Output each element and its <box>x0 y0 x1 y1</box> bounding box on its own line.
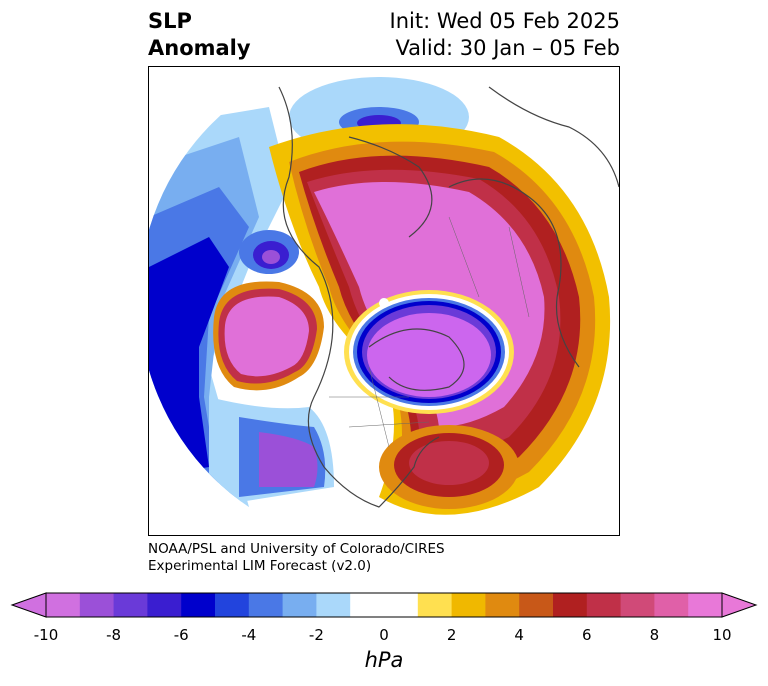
colorbar-tick-label: -8 <box>106 626 122 644</box>
map-title: SLP Anomaly <box>148 8 251 62</box>
colorbar-outline <box>45 592 723 618</box>
colorbar-segment <box>553 593 588 617</box>
forecast-dates: Init: Wed 05 Feb 2025 Valid: 30 Jan – 05… <box>390 8 620 62</box>
colorbar-segment <box>654 593 689 617</box>
colorbar-segment <box>519 593 554 617</box>
colorbar-tick-label: 8 <box>649 626 660 644</box>
colorbar-segment <box>688 593 723 617</box>
colorbar-tick-label: 0 <box>379 626 389 644</box>
colorbar-segment <box>248 593 284 617</box>
valid-range: Valid: 30 Jan – 05 Feb <box>395 36 620 60</box>
colorbar-tick-label: 6 <box>582 626 592 644</box>
colorbar-segment <box>451 593 486 617</box>
colorbar-tick-label: 4 <box>514 626 524 644</box>
title-line-2: Anomaly <box>148 36 251 60</box>
credit-line-2: Experimental LIM Forecast (v2.0) <box>148 558 372 574</box>
colorbar-segment <box>586 593 622 617</box>
colorbar-segment <box>316 593 351 617</box>
init-date: Init: Wed 05 Feb 2025 <box>389 9 620 33</box>
colorbar-segment <box>350 593 385 617</box>
colorbar-extend-min <box>10 592 47 618</box>
credit-line-1: NOAA/PSL and University of Colorado/CIRE… <box>148 541 445 557</box>
colorbar-segment <box>417 593 453 617</box>
colorbar-segment <box>215 593 250 617</box>
colorbar-tick-label: -6 <box>173 626 189 644</box>
colorbar-segment <box>46 593 81 617</box>
colorbar-segment <box>113 593 148 617</box>
anomaly-map <box>149 67 619 535</box>
colorbar-tick-label: 10 <box>712 626 732 644</box>
colorbar-tick-label: -10 <box>33 626 59 644</box>
credit-text: NOAA/PSL and University of Colorado/CIRE… <box>148 541 445 575</box>
colorbar-tick-label: -4 <box>241 626 257 644</box>
borders <box>329 216 530 448</box>
colorbar-segment <box>485 593 520 617</box>
colorbar-tick-label: -2 <box>308 626 324 644</box>
colorbar <box>10 592 758 618</box>
colorbar-segment <box>147 593 182 617</box>
coastlines <box>278 86 619 508</box>
colorbar-tick-label: 2 <box>446 626 457 644</box>
title-line-1: SLP <box>148 9 192 33</box>
map-panel <box>148 66 620 536</box>
colorbar-segment <box>181 593 216 617</box>
colorbar-segment <box>620 593 655 617</box>
north-pole-marker <box>379 298 389 308</box>
colorbar-extend-max <box>721 592 758 618</box>
colorbar-unit: hPa <box>364 648 404 672</box>
colorbar-segment <box>79 593 115 617</box>
colorbar-segment <box>384 593 419 617</box>
colorbar-segment <box>282 593 317 617</box>
